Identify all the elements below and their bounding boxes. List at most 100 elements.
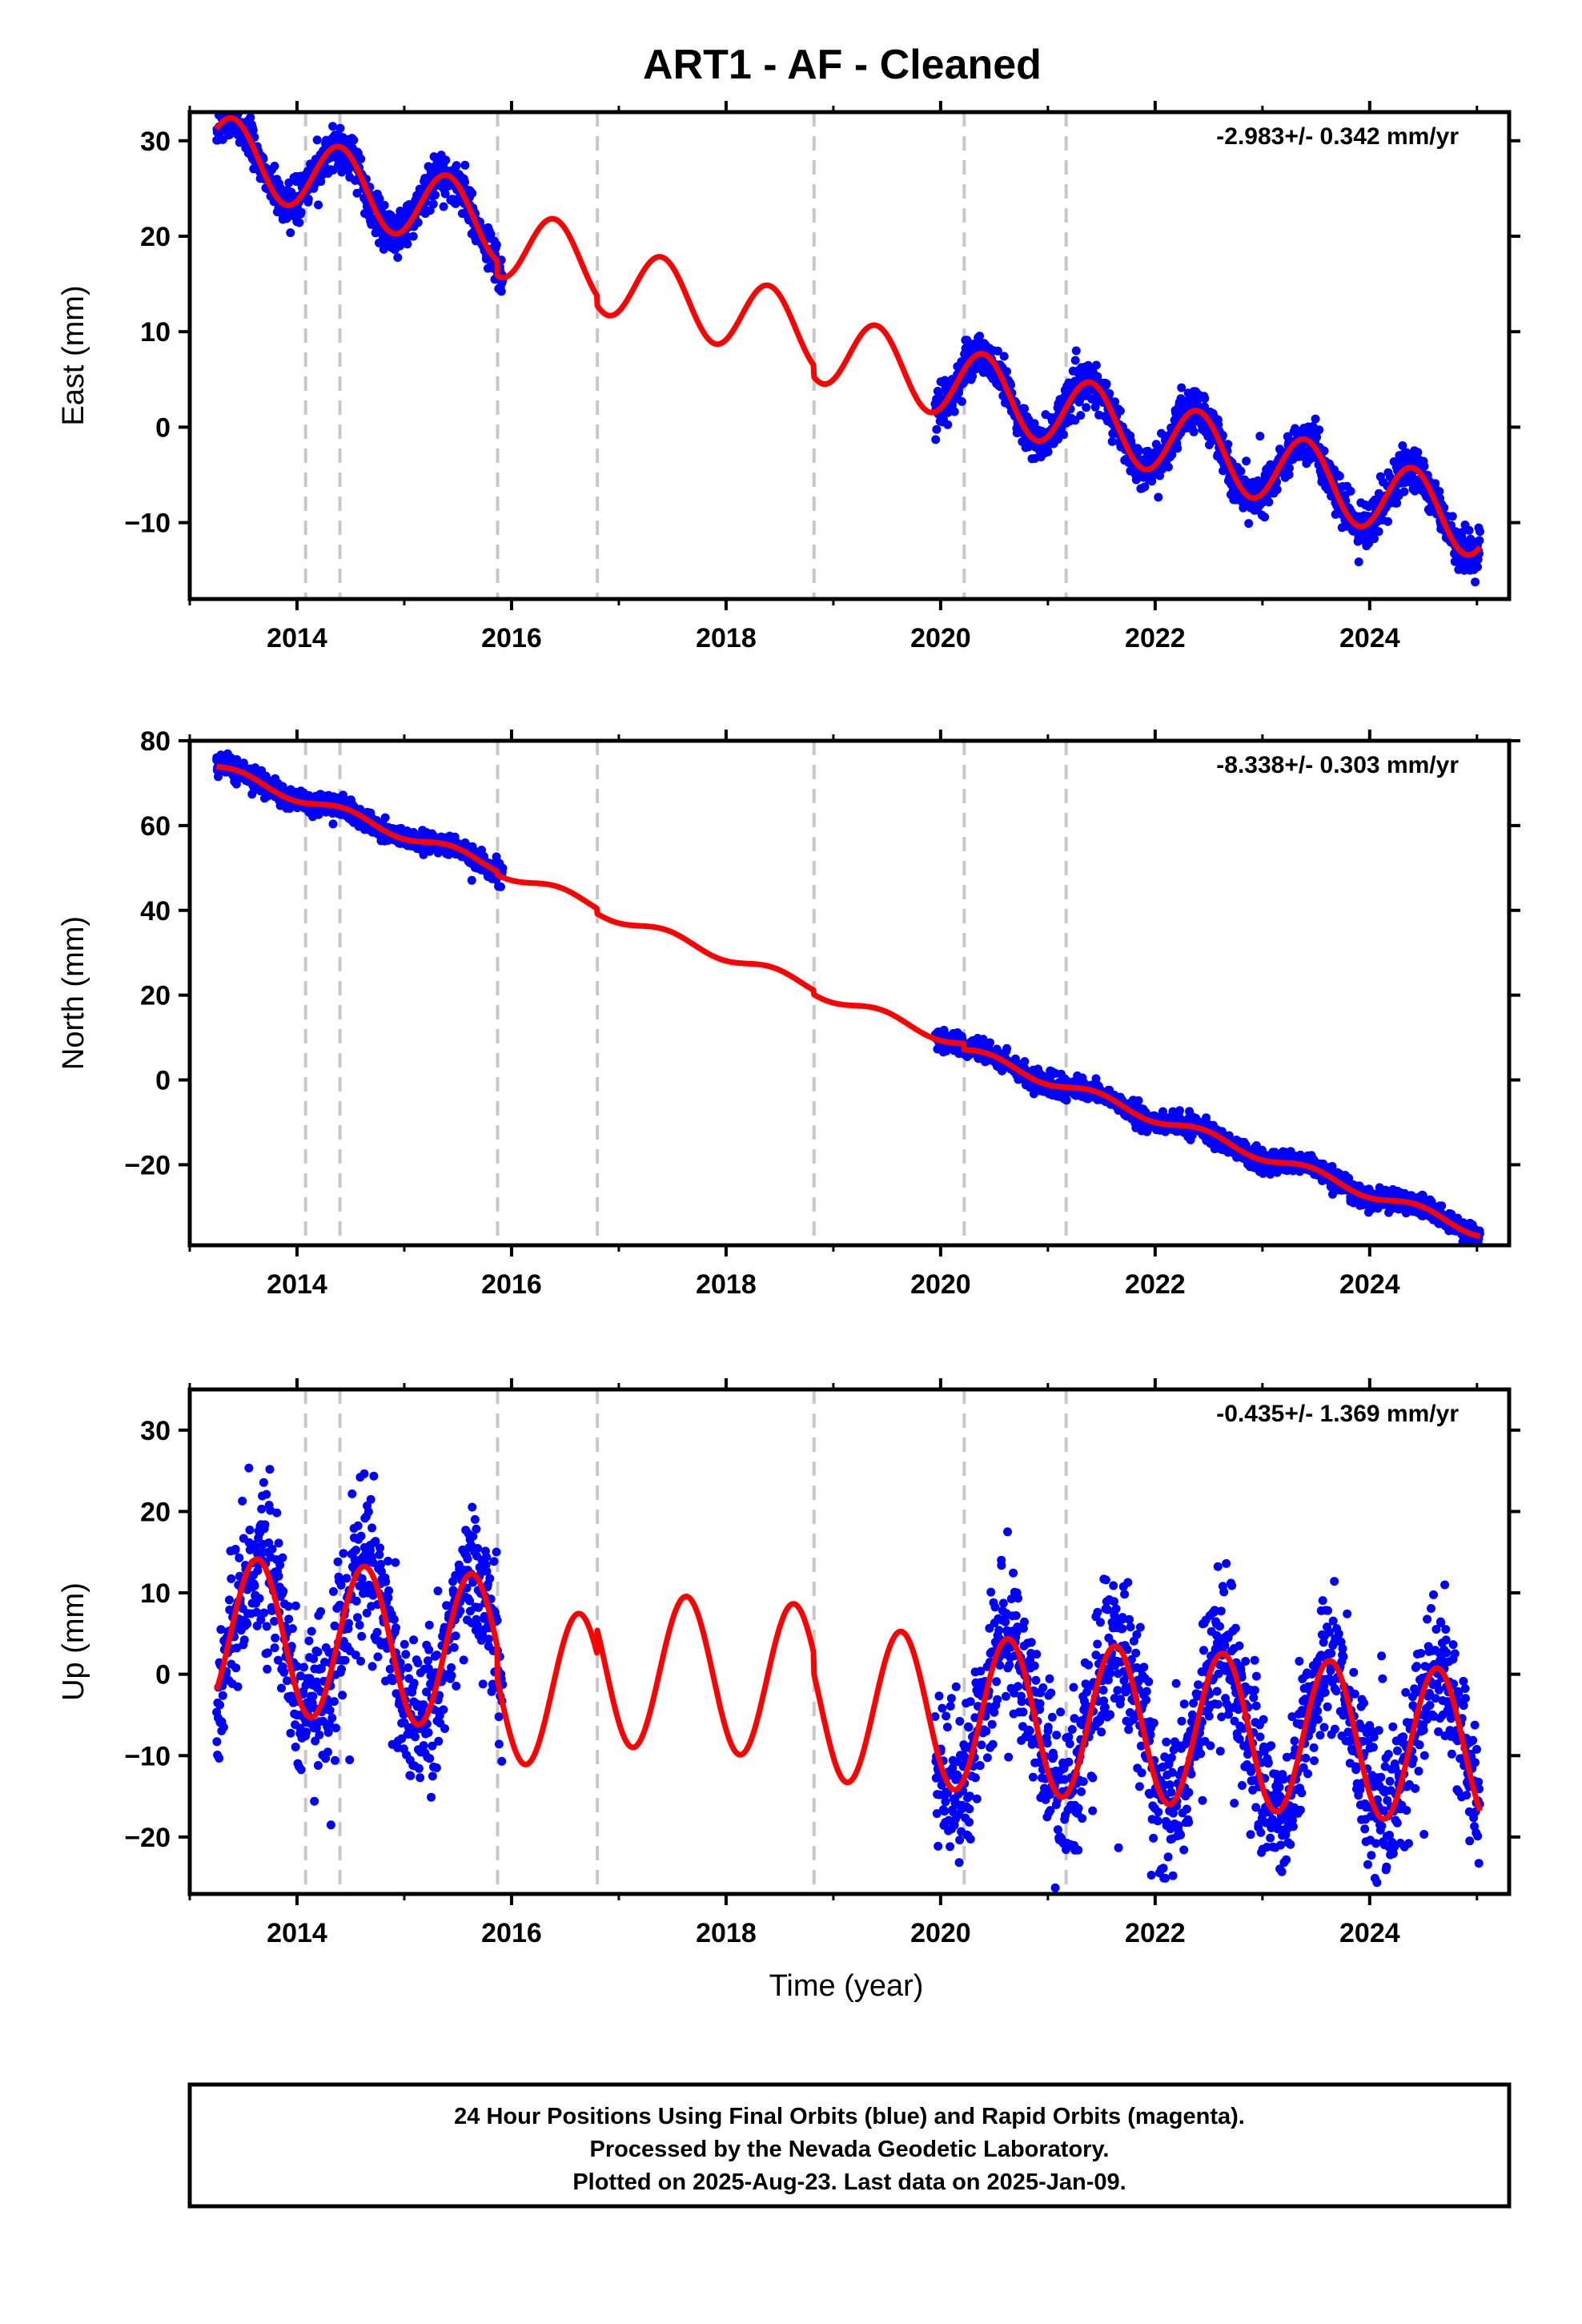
data-point [1354, 557, 1363, 567]
data-point [271, 1633, 280, 1642]
data-point [1315, 425, 1324, 435]
data-point [1242, 456, 1251, 466]
x-tick-label: 2024 [1339, 1269, 1400, 1300]
data-point [219, 1723, 228, 1732]
data-point [393, 253, 403, 262]
data-point [244, 1463, 254, 1473]
data-point [265, 1465, 275, 1474]
data-point [1437, 1201, 1447, 1211]
data-point [349, 135, 359, 145]
data-point [1464, 525, 1474, 535]
data-point [408, 231, 418, 241]
data-point [468, 188, 477, 198]
data-point [227, 1574, 236, 1583]
data-point [1346, 486, 1355, 496]
data-point [279, 1586, 288, 1596]
data-point [284, 1614, 294, 1624]
data-point [248, 126, 258, 135]
data-point [263, 1664, 272, 1674]
x-tick-label: 2014 [267, 1269, 327, 1300]
data-point [279, 1667, 289, 1677]
data-point [1200, 394, 1210, 404]
data-point [295, 218, 304, 227]
data-point [1475, 536, 1484, 545]
data-point [1335, 472, 1344, 480]
data-point [1163, 462, 1173, 472]
data-point [278, 1553, 287, 1562]
data-point [215, 1700, 225, 1710]
data-point [272, 1508, 282, 1518]
y-tick-label: 20 [140, 981, 171, 1011]
data-point [1070, 356, 1080, 365]
data-point [1200, 402, 1210, 412]
data-point [260, 1520, 270, 1530]
y-tick-label: −10 [124, 509, 171, 539]
data-point [428, 199, 438, 209]
data-point [218, 1691, 227, 1700]
data-point [286, 228, 295, 238]
data-point [1214, 420, 1223, 429]
data-point [1392, 498, 1402, 508]
data-point [1002, 367, 1011, 376]
data-point [934, 388, 943, 397]
data-point [1147, 476, 1157, 486]
data-point [212, 1737, 222, 1747]
data-point [1105, 389, 1114, 398]
data-point [957, 396, 966, 406]
data-point [262, 1490, 271, 1499]
data-point [492, 240, 501, 250]
data-point [291, 1743, 300, 1751]
data-point [1476, 527, 1484, 537]
data-point [431, 191, 440, 199]
data-point [238, 1496, 247, 1506]
data-point [486, 230, 496, 239]
data-point [467, 875, 476, 885]
data-point [1173, 444, 1182, 453]
data-point [335, 123, 345, 133]
data-point [352, 188, 362, 198]
y-tick-label: 80 [140, 726, 171, 757]
data-point [277, 1683, 286, 1693]
data-point [1374, 527, 1383, 537]
data-point [215, 1754, 224, 1763]
data-point [296, 1765, 306, 1775]
data-point [975, 332, 985, 341]
data-point [931, 435, 941, 444]
data-point [1167, 450, 1177, 460]
data-point [250, 1581, 259, 1590]
data-point [262, 1622, 271, 1631]
data-point [379, 244, 388, 254]
data-point [1264, 497, 1274, 507]
data-point [1107, 436, 1117, 446]
data-point [274, 1571, 283, 1581]
data-point [379, 200, 389, 210]
data-point [1043, 447, 1053, 456]
data-point [314, 200, 323, 210]
data-point [1082, 403, 1091, 412]
data-point [1285, 464, 1294, 472]
x-tick-label: 2018 [696, 623, 757, 653]
data-point [460, 177, 470, 187]
data-point [267, 1544, 277, 1554]
data-point [1255, 432, 1265, 441]
x-tick-label: 2022 [1125, 1269, 1186, 1300]
data-point [986, 1038, 995, 1047]
data-point [932, 424, 942, 434]
data-point [1076, 411, 1086, 420]
data-point [1002, 1043, 1012, 1053]
data-point [257, 1504, 267, 1514]
data-point [286, 1728, 295, 1738]
y-tick-label: 10 [140, 317, 171, 348]
data-point [1244, 519, 1254, 529]
data-point [1419, 461, 1429, 471]
y-tick-label: 20 [140, 222, 171, 252]
data-point [1260, 513, 1270, 522]
data-point [233, 1682, 243, 1691]
data-point [1091, 360, 1101, 370]
data-point [950, 407, 959, 416]
data-point [1093, 372, 1102, 381]
data-point [259, 1478, 268, 1487]
data-point [439, 202, 448, 211]
